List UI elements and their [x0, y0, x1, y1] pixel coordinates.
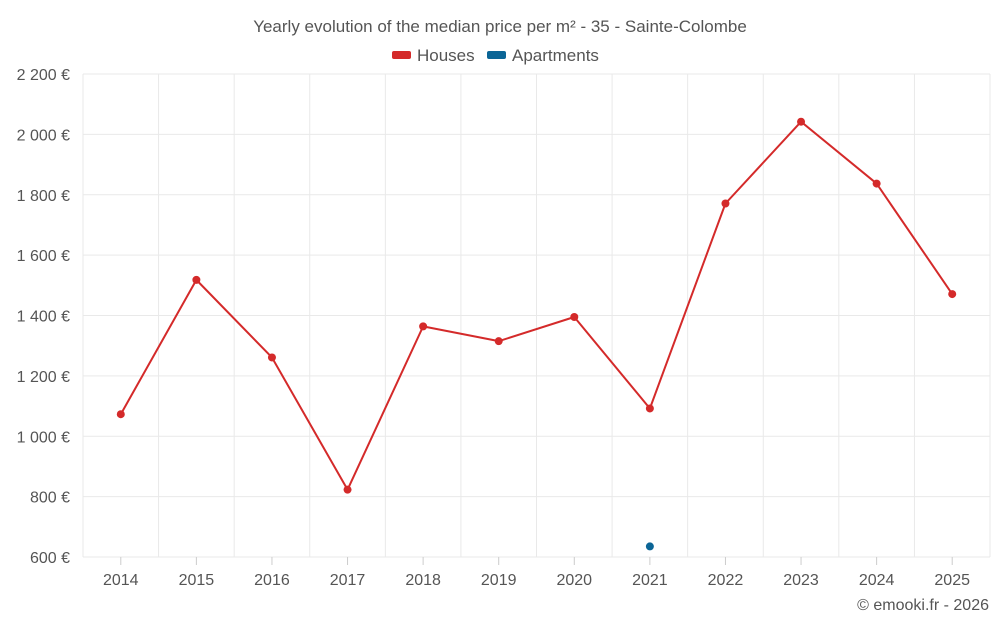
x-tick-label: 2019 — [481, 572, 517, 589]
y-axis: 600 € 800 € 1 000 € 1 200 € 1 400 € 1 600 € 1 … — [17, 67, 70, 567]
y-tick-label: 1 400 € — [17, 309, 70, 326]
y-tick-label: 2 200 € — [17, 67, 70, 84]
legend-item-apartments[interactable]: Apartments — [487, 46, 599, 65]
legend: Houses Apartments — [392, 46, 599, 65]
x-tick-label: 2014 — [103, 572, 139, 589]
data-point-houses-2021[interactable] — [645, 404, 654, 413]
y-tick-label: 1 600 € — [17, 248, 70, 265]
chart-title: Yearly evolution of the median price per… — [253, 17, 747, 36]
data-point-houses-2017[interactable] — [343, 485, 352, 494]
x-tick-label: 2020 — [556, 572, 592, 589]
y-tick-label: 1 200 € — [17, 369, 70, 386]
data-point-houses-2024[interactable] — [872, 179, 881, 188]
data-point-houses-2025[interactable] — [948, 290, 957, 299]
series-line-houses — [119, 120, 954, 491]
y-tick-label: 600 € — [30, 550, 70, 567]
x-axis: 2014 2015 2016 2017 2018 2019 2020 2021 2022 2023… — [103, 557, 970, 589]
x-tick-label: 2015 — [179, 572, 215, 589]
data-point-houses-2014[interactable] — [116, 410, 125, 419]
data-point-houses-2015[interactable] — [192, 275, 201, 284]
legend-item-houses[interactable]: Houses — [392, 46, 475, 65]
data-point-houses-2022[interactable] — [721, 199, 730, 208]
x-tick-label: 2017 — [330, 572, 366, 589]
y-tick-label: 2 000 € — [17, 127, 70, 144]
data-point-houses-2020[interactable] — [570, 313, 579, 322]
x-tick-label: 2021 — [632, 572, 668, 589]
legend-label-houses: Houses — [417, 46, 475, 65]
credit-text: © emooki.fr - 2026 — [857, 597, 989, 614]
legend-label-apartments: Apartments — [512, 46, 599, 65]
data-point-houses-2016[interactable] — [267, 353, 276, 362]
data-point-houses-2018[interactable] — [419, 322, 428, 331]
data-point-houses-2023[interactable] — [797, 117, 806, 126]
x-tick-label: 2022 — [708, 572, 744, 589]
legend-swatch-houses — [392, 51, 411, 59]
data-point-apartments-2021[interactable] — [645, 542, 654, 551]
series-houses — [116, 117, 957, 494]
y-tick-label: 1 000 € — [17, 429, 70, 446]
legend-swatch-apartments — [487, 51, 506, 59]
series — [116, 117, 957, 551]
y-tick-label: 1 800 € — [17, 188, 70, 205]
x-tick-label: 2018 — [405, 572, 441, 589]
x-tick-label: 2025 — [934, 572, 970, 589]
y-tick-label: 800 € — [30, 490, 70, 507]
data-point-houses-2019[interactable] — [494, 337, 503, 346]
x-tick-label: 2016 — [254, 572, 290, 589]
horizontal-gridlines — [83, 73, 990, 558]
x-tick-label: 2024 — [859, 572, 895, 589]
series-apartments — [645, 542, 654, 551]
x-tick-label: 2023 — [783, 572, 819, 589]
